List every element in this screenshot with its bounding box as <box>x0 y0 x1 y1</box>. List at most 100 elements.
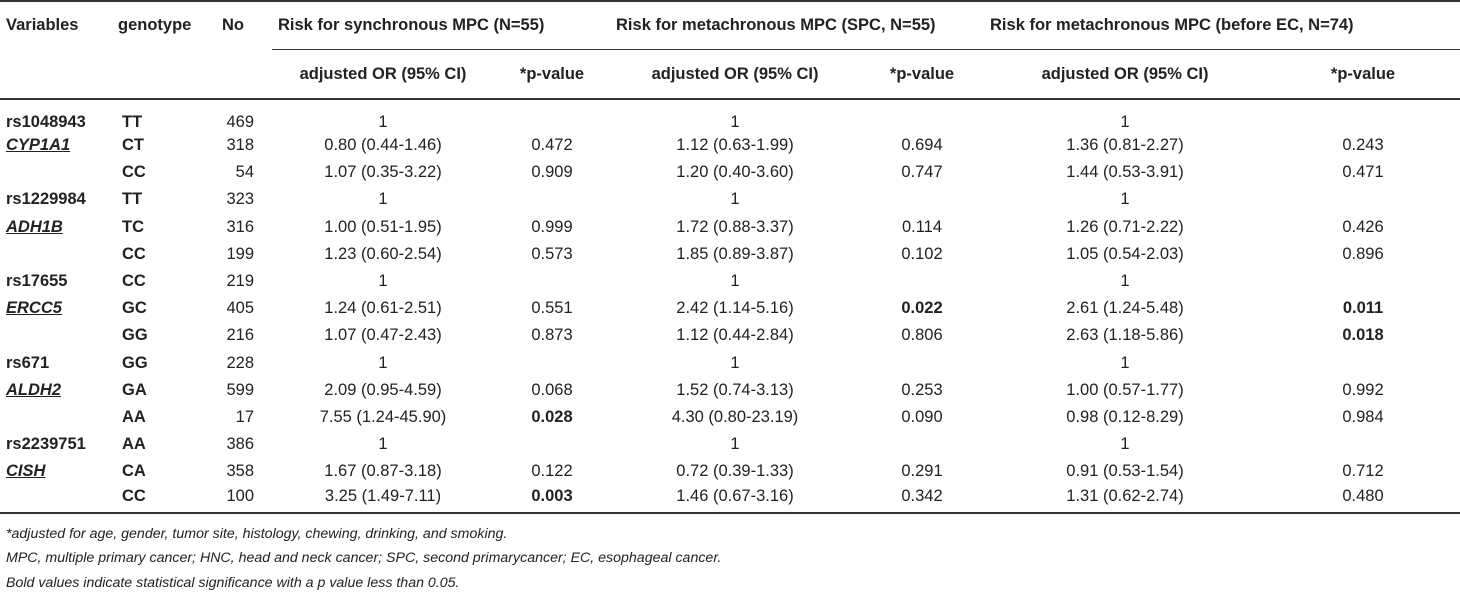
cell-p-synchronous-text: 0.472 <box>531 136 573 155</box>
cell-or-synchronous: 1.00 (0.51-1.95) <box>272 214 494 241</box>
cell-p-metachronous-spc-text: 0.291 <box>901 462 943 481</box>
cell-variable: rs1048943 <box>0 99 112 132</box>
cell-or-metachronous-ec-text: 2.61 (1.24-5.48) <box>1066 299 1184 318</box>
cell-variable: rs1229984 <box>0 186 112 213</box>
cell-or-metachronous-ec-text: 1.36 (0.81-2.27) <box>1066 136 1184 155</box>
table-row: GG 216 1.07 (0.47-2.43) 0.873 1.12 (0.44-2.8… <box>0 322 1460 349</box>
cell-p-metachronous-spc-text: 0.102 <box>901 244 943 263</box>
cell-p-synchronous: 0.003 <box>494 485 611 514</box>
cell-count-text: 599 <box>226 380 254 399</box>
cell-or-synchronous: 1 <box>272 350 494 377</box>
table-row: CISH CA 358 1.67 (0.87-3.18) 0.122 0.72 (0.39… <box>0 458 1460 485</box>
cell-variable: CYP1A1 <box>0 132 112 159</box>
cell-p-synchronous: 0.028 <box>494 404 610 431</box>
cell-or-synchronous-text: 2.09 (0.95-4.59) <box>324 380 442 399</box>
cell-p-metachronous-ec: 0.480 <box>1266 485 1460 514</box>
cell-or-metachronous-ec: 1 <box>984 350 1266 377</box>
cell-or-metachronous-spc-text: 1.52 (0.74-3.13) <box>676 380 794 399</box>
table-row: rs2239751 AA 386 1 1 1 <box>0 431 1460 458</box>
footnote-abbreviations: MPC, multiple primary cancer; HNC, head … <box>6 550 722 567</box>
cell-or-metachronous-ec: 0.98 (0.12-8.29) <box>984 404 1266 431</box>
cell-genotype-text: GG <box>122 353 148 372</box>
header-group-metachronous-ec: Risk for metachronous MPC (before EC, N=… <box>984 0 1460 50</box>
cell-p-metachronous-ec-text: 0.984 <box>1342 407 1384 426</box>
cell-variable: ALDH2 <box>0 377 112 404</box>
cell-genotype-text: TC <box>122 217 144 236</box>
cell-count: 17 <box>216 404 272 431</box>
cell-or-metachronous-spc: 1 <box>610 268 860 295</box>
cell-count: 469 <box>216 99 272 132</box>
cell-p-metachronous-spc-text: 0.342 <box>901 487 943 506</box>
cell-variable <box>0 485 112 514</box>
cell-count: 386 <box>216 431 272 458</box>
cell-or-synchronous-text: 1 <box>378 272 388 291</box>
cell-p-metachronous-spc <box>860 99 984 132</box>
cell-or-metachronous-ec: 0.91 (0.53-1.54) <box>984 458 1266 485</box>
cell-or-metachronous-ec-text: 1.44 (0.53-3.91) <box>1066 163 1184 182</box>
cell-p-metachronous-ec: 0.984 <box>1266 404 1460 431</box>
cell-count-text: 323 <box>226 190 254 209</box>
cell-genotype: GG <box>112 350 216 377</box>
cell-or-metachronous-spc-text: 1.85 (0.89-3.87) <box>676 244 794 263</box>
header-p-3: *p-value <box>1266 49 1460 100</box>
cell-genotype-text: GG <box>122 326 148 345</box>
cell-genotype: AA <box>112 431 216 458</box>
cell-or-synchronous-text: 1 <box>378 435 388 454</box>
cell-variable <box>0 322 112 349</box>
cell-p-metachronous-ec <box>1266 431 1460 458</box>
cell-variable <box>0 404 112 431</box>
cell-p-metachronous-spc: 0.090 <box>860 404 984 431</box>
cell-p-metachronous-spc: 0.747 <box>860 159 984 186</box>
cell-or-metachronous-spc-text: 1.12 (0.63-1.99) <box>676 136 794 155</box>
cell-or-metachronous-ec: 2.63 (1.18-5.86) <box>984 322 1266 349</box>
cell-genotype: TT <box>112 186 216 213</box>
header-row-groups: Variables genotype No Risk for synchrono… <box>0 0 1460 50</box>
cell-or-metachronous-ec-text: 1.31 (0.62-2.74) <box>1066 487 1184 506</box>
table-row: CC 54 1.07 (0.35-3.22) 0.909 1.20 (0.40-3.60… <box>0 159 1460 186</box>
cell-genotype: AA <box>112 404 216 431</box>
cell-variable: CISH <box>0 458 112 485</box>
cell-or-metachronous-spc: 1.72 (0.88-3.37) <box>610 214 860 241</box>
cell-or-synchronous: 1 <box>272 99 494 132</box>
cell-or-synchronous-text: 7.55 (1.24-45.90) <box>319 407 447 426</box>
cell-p-synchronous: 0.573 <box>494 241 610 268</box>
cell-or-metachronous-spc-text: 1.46 (0.67-3.16) <box>676 487 794 506</box>
cell-p-metachronous-spc <box>860 268 984 295</box>
cell-p-synchronous <box>494 350 610 377</box>
cell-count-text: 216 <box>226 326 254 345</box>
cell-p-metachronous-ec <box>1266 99 1460 132</box>
cell-or-metachronous-ec: 1.36 (0.81-2.27) <box>984 132 1266 159</box>
table-row: CC 100 3.25 (1.49-7.11) 0.003 1.46 (0.67-3.1… <box>0 485 1460 514</box>
cell-variable: rs2239751 <box>0 431 112 458</box>
cell-or-synchronous: 1.24 (0.61-2.51) <box>272 295 494 322</box>
cell-count: 405 <box>216 295 272 322</box>
cell-p-metachronous-ec: 0.018 <box>1266 322 1460 349</box>
cell-p-metachronous-spc-text: 0.090 <box>901 407 943 426</box>
cell-count: 199 <box>216 241 272 268</box>
table-row: ALDH2 GA 599 2.09 (0.95-4.59) 0.068 1.52 (0.7… <box>0 377 1460 404</box>
cell-p-synchronous-text: 0.003 <box>531 487 573 506</box>
cell-or-metachronous-spc-text: 1.20 (0.40-3.60) <box>676 163 794 182</box>
cell-count: 228 <box>216 350 272 377</box>
cell-p-metachronous-spc: 0.291 <box>860 458 984 485</box>
cell-genotype: CT <box>112 132 216 159</box>
cell-or-metachronous-spc-text: 1 <box>730 190 740 209</box>
cell-p-metachronous-ec: 0.426 <box>1266 214 1460 241</box>
cell-or-metachronous-ec: 1.00 (0.57-1.77) <box>984 377 1266 404</box>
table-row: rs1229984 TT 323 1 1 1 <box>0 186 1460 213</box>
cell-or-metachronous-ec: 2.61 (1.24-5.48) <box>984 295 1266 322</box>
cell-p-metachronous-spc: 0.114 <box>860 214 984 241</box>
cell-p-synchronous-text: 0.909 <box>531 163 573 182</box>
cell-p-metachronous-ec-text: 0.712 <box>1342 462 1384 481</box>
header-p-2: *p-value <box>860 49 985 100</box>
cell-or-metachronous-ec: 1 <box>984 268 1266 295</box>
cell-p-synchronous <box>494 431 610 458</box>
cell-variable: ADH1B <box>0 214 112 241</box>
cell-genotype: TT <box>112 99 216 132</box>
cell-or-metachronous-spc: 1.52 (0.74-3.13) <box>610 377 860 404</box>
cell-or-synchronous: 0.80 (0.44-1.46) <box>272 132 494 159</box>
cell-p-metachronous-spc: 0.694 <box>860 132 984 159</box>
cell-p-synchronous: 0.068 <box>494 377 610 404</box>
cell-or-synchronous-text: 1.00 (0.51-1.95) <box>324 217 442 236</box>
